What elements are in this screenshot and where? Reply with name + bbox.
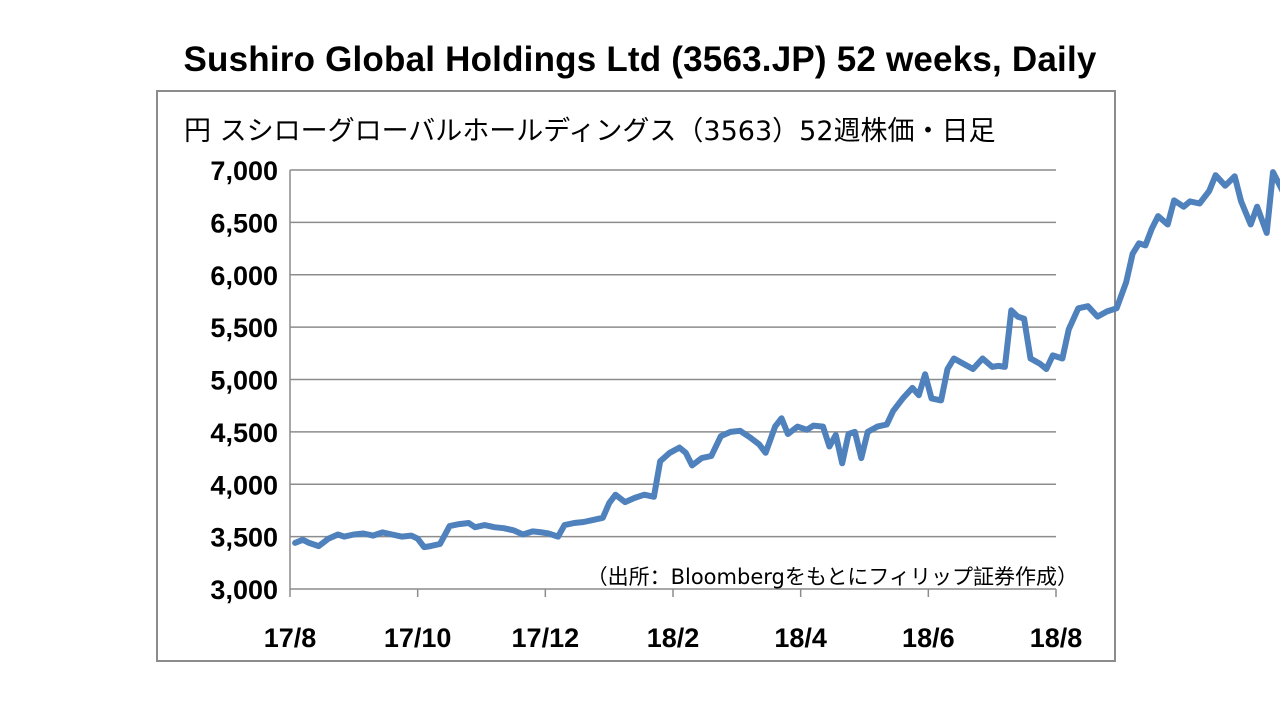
grid-lines: [290, 169, 1056, 538]
y-tick-label: 5,500: [210, 313, 278, 343]
series-lines: [292, 169, 1280, 551]
x-tick-label: 18/2: [647, 623, 700, 653]
axes: [289, 170, 1057, 597]
x-tick-label: 17/10: [384, 623, 452, 653]
y-tick-label: 6,000: [210, 261, 278, 291]
y-tick-label: 3,500: [210, 523, 278, 553]
y-tick-label: 7,000: [210, 156, 278, 186]
price-line: [292, 169, 1280, 551]
x-tick-label: 18/6: [902, 623, 955, 653]
chart-frame: [156, 90, 1116, 662]
chart-subtitle: 円 スシローグローバルホールディングス（3563）52週株価・日足: [184, 116, 996, 147]
y-tick-label: 4,000: [210, 470, 278, 500]
y-tick-label: 6,500: [210, 208, 278, 238]
x-tick-label: 17/8: [264, 623, 317, 653]
y-tick-labels: 7,000 6,500 6,000 5,500 5,000 4,500 4,000 3,500…: [210, 156, 278, 605]
source-note: （出所：Bloombergをもとにフィリップ証券作成）: [587, 565, 1078, 589]
x-tick-label: 18/8: [1030, 623, 1083, 653]
y-tick-label: 5,000: [210, 366, 278, 396]
y-tick-label: 4,500: [210, 418, 278, 448]
x-tick-labels: 17/8 17/10 17/12 18/2 18/4 18/6 18/8: [264, 623, 1083, 653]
chart-title: Sushiro Global Holdings Ltd (3563.JP) 52…: [183, 40, 1097, 79]
x-tick-label: 18/4: [774, 623, 827, 653]
x-tick-label: 17/12: [512, 623, 580, 653]
y-tick-label: 3,000: [210, 575, 278, 605]
